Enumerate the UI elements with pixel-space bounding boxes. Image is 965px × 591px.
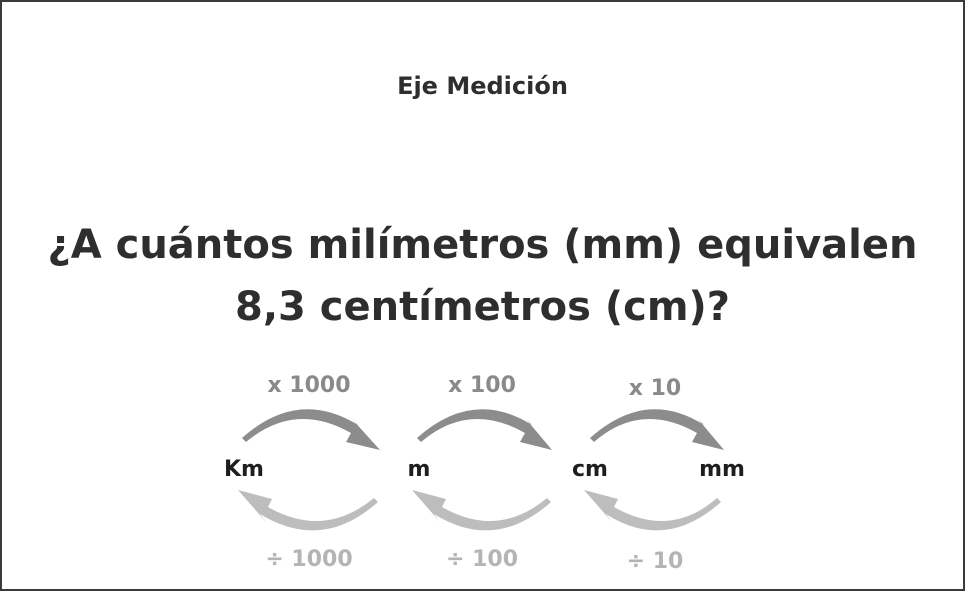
label-x-10: x 10 <box>629 376 681 401</box>
arrow-mm-to-cm-icon <box>584 490 721 531</box>
unit-mm: mm <box>699 457 745 482</box>
label-x-100: x 100 <box>448 373 516 398</box>
arrow-m-to-km-icon <box>238 490 378 531</box>
backward-arrows <box>238 490 721 531</box>
forward-arrows <box>242 409 724 450</box>
question-line-1: ¿A cuántos milímetros (mm) equivalen <box>47 222 918 268</box>
label-div-100: ÷ 100 <box>446 547 518 572</box>
arrow-m-to-cm-icon <box>417 409 552 450</box>
arrow-km-to-m-icon <box>242 409 380 450</box>
unit-km: Km <box>224 457 264 482</box>
unit-cm: cm <box>572 457 608 482</box>
label-x-1000: x 1000 <box>267 373 350 398</box>
question-text: ¿A cuántos milímetros (mm) equivalen 8,3… <box>2 214 963 338</box>
arrow-cm-to-m-icon <box>412 490 551 531</box>
arrow-cm-to-mm-icon <box>590 409 724 450</box>
slide-subtitle: Eje Medición <box>397 72 568 100</box>
label-div-10: ÷ 10 <box>627 549 684 574</box>
label-div-1000: ÷ 1000 <box>265 547 352 572</box>
question-line-2: 8,3 centímetros (cm)? <box>235 284 730 330</box>
unit-m: m <box>408 457 431 482</box>
